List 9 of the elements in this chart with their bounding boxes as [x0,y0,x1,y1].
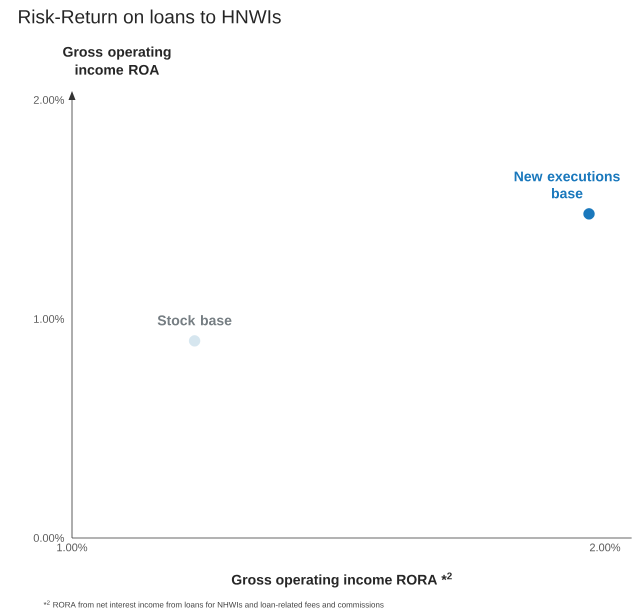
text: *$^{2}$ RORA from net interest income from loans for NHWIs and loan-related fees and commissions [44,600,384,608]
text: New executions base [514,171,620,198]
y-axis-title: Gross operating income ROA [63,46,171,75]
chart-title: Risk-Return on loans to HNWIs [19,10,281,24]
x-axis-title: Gross operating income RORA *$^{2}$ [232,572,452,588]
y-tick-label: 1.00% [34,315,64,323]
series-label: Stock base [158,315,232,326]
y-tick-label: 0.00% [34,534,64,542]
y-tick-label: 2.00% [34,96,64,104]
